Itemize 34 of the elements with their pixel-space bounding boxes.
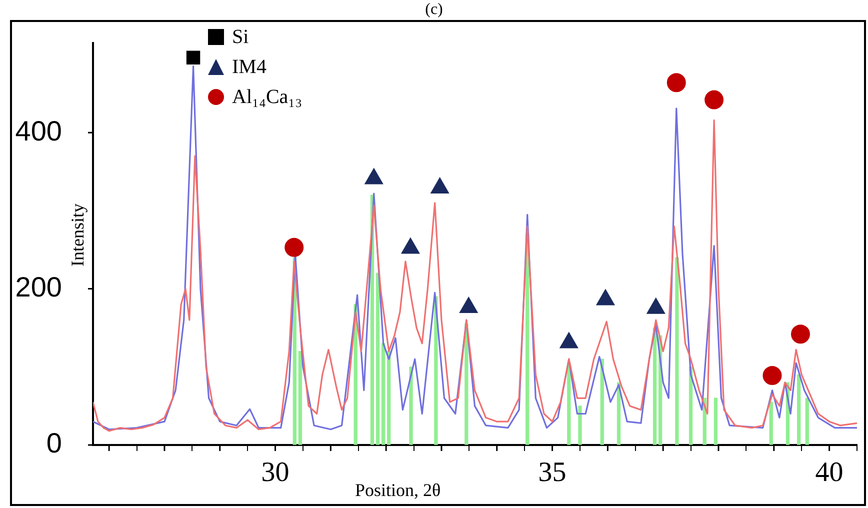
bar	[409, 366, 413, 445]
bar	[578, 406, 582, 445]
x-tick-label: 35	[538, 457, 566, 488]
point	[459, 297, 478, 314]
bar	[805, 398, 809, 445]
x-axis-title: Position, 2θ	[355, 480, 441, 500]
point	[666, 73, 686, 92]
point	[401, 238, 420, 254]
bar	[769, 402, 773, 445]
point	[560, 332, 578, 348]
point	[646, 298, 666, 314]
bar	[381, 343, 386, 445]
point	[364, 168, 384, 184]
point	[596, 289, 615, 306]
legend-label: Al₁₄Ca₁₃	[232, 86, 302, 108]
bar	[298, 350, 302, 445]
point	[704, 90, 724, 110]
x-tick-label: 40	[815, 457, 844, 488]
bar	[434, 296, 438, 445]
y-tick-label: 200	[15, 272, 62, 303]
bar	[675, 257, 679, 445]
bar	[376, 272, 380, 445]
point	[186, 50, 200, 65]
bar	[387, 350, 391, 445]
bar	[714, 398, 718, 445]
chart-title: (c)	[424, 1, 444, 18]
bar	[797, 374, 801, 445]
legend-label: Si	[232, 26, 249, 48]
y-tick-label: 400	[15, 115, 62, 146]
y-axis-title: Intensity	[68, 204, 88, 266]
x-tick-label: 30	[261, 457, 290, 488]
legend-label: IM4	[232, 56, 266, 78]
y-tick-label: 0	[46, 428, 62, 459]
point	[430, 178, 449, 194]
